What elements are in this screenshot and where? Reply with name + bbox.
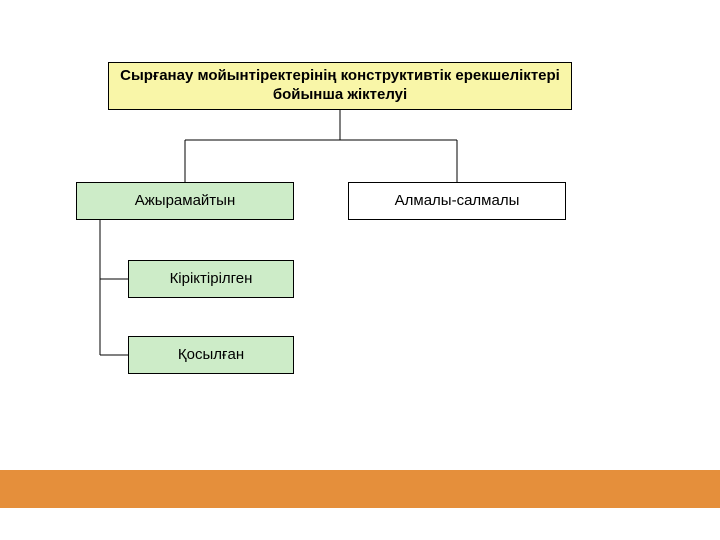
child-node-1-label: Кіріктірілген [170,270,253,289]
child-node-2: Қосылған [128,336,294,374]
root-node-label: Сырғанау мойынтіректерінің конструктивті… [115,67,565,105]
branch-node-right-label: Алмалы-салмалы [395,192,520,211]
root-node: Сырғанау мойынтіректерінің конструктивті… [108,62,572,110]
footer-band [0,470,720,508]
branch-node-right: Алмалы-салмалы [348,182,566,220]
child-node-2-label: Қосылған [178,346,244,365]
child-node-1: Кіріктірілген [128,260,294,298]
branch-node-left: Ажырамайтын [76,182,294,220]
branch-node-left-label: Ажырамайтын [135,192,235,211]
